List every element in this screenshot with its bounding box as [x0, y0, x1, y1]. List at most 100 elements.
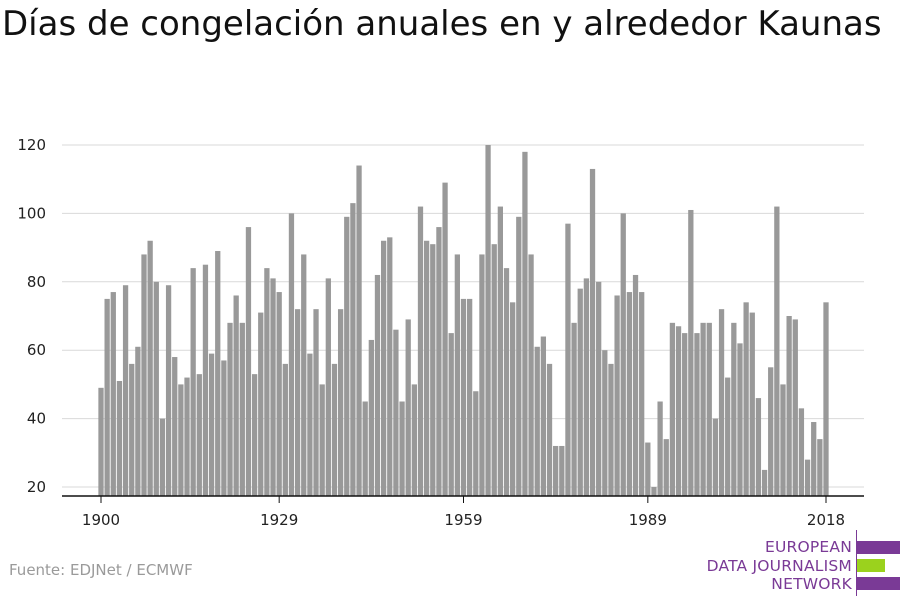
- bar-1920[interactable]: [221, 360, 227, 496]
- bar-2000[interactable]: [712, 418, 719, 496]
- bar-2015[interactable]: [804, 459, 811, 496]
- bar-1955[interactable]: [436, 227, 442, 496]
- bar-1964[interactable]: [491, 244, 497, 496]
- bar-1982[interactable]: [602, 350, 608, 496]
- bar-1969[interactable]: [522, 151, 528, 496]
- bar-1986[interactable]: [626, 292, 633, 496]
- bar-1978[interactable]: [577, 288, 583, 496]
- bar-1959[interactable]: [460, 298, 467, 496]
- bar-1936[interactable]: [319, 384, 325, 496]
- bar-1941[interactable]: [350, 203, 356, 496]
- bar-1967[interactable]: [510, 302, 516, 496]
- bar-1973[interactable]: [546, 363, 553, 496]
- bar-2002[interactable]: [725, 377, 731, 496]
- bar-2010[interactable]: [774, 206, 780, 496]
- bar-2013[interactable]: [792, 319, 798, 496]
- bar-1988[interactable]: [639, 292, 645, 496]
- bar-1914[interactable]: [184, 377, 190, 496]
- bar-1962[interactable]: [479, 254, 485, 496]
- bar-1939[interactable]: [337, 309, 344, 496]
- bar-1997[interactable]: [694, 333, 700, 496]
- bar-1928[interactable]: [270, 278, 276, 496]
- bar-1918[interactable]: [208, 353, 215, 496]
- bar-1984[interactable]: [614, 295, 620, 496]
- bar-1908[interactable]: [147, 240, 153, 496]
- bar-1945[interactable]: [374, 274, 381, 496]
- bar-1947[interactable]: [387, 237, 393, 496]
- bar-1974[interactable]: [553, 445, 559, 496]
- bar-1943[interactable]: [362, 401, 368, 497]
- bar-2011[interactable]: [780, 384, 786, 496]
- bar-1909[interactable]: [153, 281, 159, 496]
- bar-2017[interactable]: [817, 439, 823, 496]
- bar-1942[interactable]: [356, 165, 362, 496]
- bar-1933[interactable]: [301, 254, 307, 496]
- bar-1912[interactable]: [172, 357, 178, 496]
- bar-1903[interactable]: [116, 380, 123, 496]
- bar-1948[interactable]: [393, 329, 399, 496]
- bar-1980[interactable]: [589, 168, 596, 496]
- bar-1935[interactable]: [313, 309, 319, 496]
- bar-1996[interactable]: [688, 209, 694, 497]
- bar-1905[interactable]: [129, 363, 135, 496]
- bar-1958[interactable]: [454, 254, 460, 496]
- bar-1979[interactable]: [583, 278, 590, 496]
- bar-1977[interactable]: [571, 322, 577, 496]
- bar-1944[interactable]: [368, 339, 374, 496]
- bar-1991[interactable]: [657, 401, 663, 497]
- bar-1924[interactable]: [245, 227, 252, 496]
- bar-1956[interactable]: [442, 182, 448, 496]
- bar-1952[interactable]: [417, 206, 424, 496]
- bar-1993[interactable]: [669, 322, 676, 496]
- bar-1966[interactable]: [503, 268, 510, 496]
- bar-2016[interactable]: [811, 422, 817, 496]
- bar-1915[interactable]: [190, 268, 196, 496]
- bar-1921[interactable]: [227, 322, 233, 496]
- bar-1916[interactable]: [196, 374, 202, 496]
- bar-1927[interactable]: [264, 268, 270, 496]
- bar-1901[interactable]: [104, 298, 110, 496]
- bar-1995[interactable]: [682, 333, 688, 496]
- bar-1937[interactable]: [325, 278, 331, 496]
- bar-1949[interactable]: [399, 401, 405, 497]
- bar-2014[interactable]: [798, 408, 805, 496]
- bar-1919[interactable]: [215, 251, 221, 496]
- bar-1904[interactable]: [122, 285, 129, 496]
- bar-1976[interactable]: [565, 223, 571, 496]
- bar-1950[interactable]: [405, 319, 411, 496]
- bar-1961[interactable]: [473, 391, 479, 496]
- bar-1954[interactable]: [430, 244, 436, 496]
- bar-1940[interactable]: [344, 216, 350, 496]
- bar-1983[interactable]: [608, 363, 614, 496]
- bar-1913[interactable]: [178, 384, 184, 496]
- bar-2007[interactable]: [755, 398, 762, 496]
- bar-1917[interactable]: [202, 264, 209, 496]
- bar-1925[interactable]: [251, 374, 258, 496]
- bar-1900[interactable]: [98, 387, 104, 496]
- bar-2012[interactable]: [786, 316, 792, 496]
- bar-1971[interactable]: [534, 346, 540, 496]
- bar-1987[interactable]: [632, 274, 639, 496]
- bar-1923[interactable]: [239, 322, 245, 496]
- bar-1938[interactable]: [331, 363, 338, 496]
- bar-1968[interactable]: [516, 216, 522, 496]
- bar-1934[interactable]: [307, 353, 313, 496]
- bar-1994[interactable]: [675, 326, 682, 496]
- bar-1999[interactable]: [706, 322, 712, 496]
- bar-1911[interactable]: [165, 285, 172, 496]
- bar-2006[interactable]: [749, 312, 755, 496]
- bar-2018[interactable]: [823, 302, 829, 496]
- edjnet-logo[interactable]: EUROPEAN DATA JOURNALISM NETWORK: [690, 530, 900, 596]
- bar-1985[interactable]: [620, 213, 626, 496]
- bar-1929[interactable]: [276, 292, 282, 496]
- bar-1953[interactable]: [423, 240, 430, 496]
- bar-1992[interactable]: [663, 439, 669, 496]
- bar-2005[interactable]: [743, 302, 749, 496]
- bar-1946[interactable]: [380, 240, 387, 496]
- bar-2008[interactable]: [761, 469, 768, 496]
- bar-1972[interactable]: [540, 336, 547, 496]
- bar-1990[interactable]: [651, 487, 657, 496]
- bar-1989[interactable]: [645, 442, 651, 496]
- bar-2001[interactable]: [718, 309, 725, 496]
- bar-1957[interactable]: [448, 333, 454, 496]
